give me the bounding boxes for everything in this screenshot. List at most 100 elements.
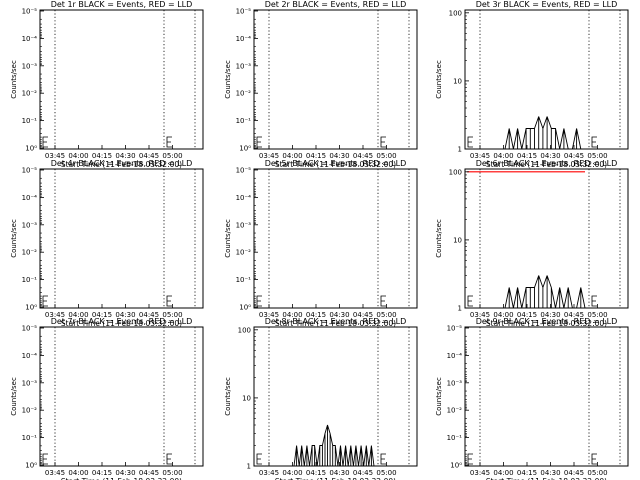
x-axis-label: Start Time (11-Feb-18 03:32:00) (275, 319, 396, 328)
x-axis-label: Start Time (11-Feb-18 03:32:00) (61, 477, 182, 480)
y-tick-label: 10⁰ (450, 462, 462, 470)
x-tick-label: 04:45 (139, 469, 159, 477)
x-tick-label: 05:00 (587, 152, 607, 160)
y-tick-label: 10⁻⁴ (22, 35, 38, 43)
plot-frame (253, 9, 418, 150)
series-line-1 (504, 275, 586, 309)
x-tick-label: 03:45 (45, 469, 65, 477)
x-tick-label: 04:30 (329, 311, 349, 319)
y-tick-label: 10⁻¹ (447, 434, 463, 442)
error-marker (380, 453, 386, 465)
y-tick-label: 10⁻⁴ (22, 352, 38, 360)
error-marker (166, 453, 172, 465)
y-axis-label: Counts/sec (435, 377, 443, 416)
plot-frame (464, 9, 629, 150)
error-marker (380, 136, 386, 148)
y-axis-label: Counts/sec (10, 60, 18, 99)
y-axis-label: Counts/sec (435, 60, 443, 99)
x-tick-label: 03:45 (259, 469, 279, 477)
x-tick-label: 05:00 (376, 469, 396, 477)
x-tick-label: 05:00 (587, 469, 607, 477)
y-tick-label: 10⁻² (447, 407, 463, 415)
y-axis-label: Counts/sec (224, 60, 232, 99)
plot-frame (39, 9, 204, 150)
chart-title: Det 5r BLACK = Events, RED = LLD (265, 159, 407, 168)
y-tick-label: 1 (458, 305, 462, 313)
chart-title: Det 2r BLACK = Events, RED = LLD (265, 0, 407, 9)
y-axis-label: Counts/sec (10, 219, 18, 258)
plot-frame (464, 326, 629, 467)
y-tick-label: 10⁻³ (236, 221, 252, 229)
x-tick-label: 04:15 (517, 152, 537, 160)
x-axis-label: Start Time (11-Feb-18 03:32:00) (275, 160, 396, 169)
y-axis-label: Counts/sec (435, 219, 443, 258)
y-tick-label: 1 (247, 463, 251, 471)
x-tick-label: 04:00 (282, 152, 302, 160)
x-tick-label: 04:00 (68, 469, 88, 477)
x-tick-label: 05:00 (162, 311, 182, 319)
x-tick-label: 04:45 (139, 311, 159, 319)
x-tick-label: 05:00 (587, 311, 607, 319)
x-axis-label: Start Time (11-Feb-18 03:32:00) (275, 477, 396, 480)
y-tick-label: 10 (242, 394, 251, 402)
chart-title: Det 7r BLACK = Events, RED = LLD (51, 317, 193, 326)
y-axis-label: Counts/sec (224, 219, 232, 258)
x-tick-label: 04:30 (329, 152, 349, 160)
y-tick-label: 10⁰ (239, 145, 251, 153)
y-tick-label: 10 (453, 77, 462, 85)
error-marker (42, 136, 48, 148)
y-tick-label: 10⁻¹ (22, 117, 38, 125)
error-marker (256, 136, 262, 148)
y-tick-label: 10⁻⁴ (236, 194, 252, 202)
y-tick-label: 10⁻⁴ (447, 352, 463, 360)
x-tick-label: 04:15 (306, 311, 326, 319)
chart-title: Det 8r BLACK = Events, RED = LLD (265, 317, 407, 326)
x-tick-label: 04:45 (564, 152, 584, 160)
error-marker (42, 453, 48, 465)
x-tick-label: 05:00 (376, 152, 396, 160)
x-tick-label: 05:00 (162, 469, 182, 477)
x-tick-label: 03:45 (259, 152, 279, 160)
chart-title: Det 6r BLACK = Events, RED = LLD (476, 159, 618, 168)
x-tick-label: 04:45 (353, 469, 373, 477)
x-axis-label: Start Time (11-Feb-18 03:32:00) (486, 160, 607, 169)
y-tick-label: 10⁻⁵ (22, 8, 38, 16)
x-tick-label: 04:45 (353, 152, 373, 160)
y-tick-label: 10⁻³ (22, 62, 38, 70)
chart-title: Det 1r BLACK = Events, RED = LLD (51, 0, 193, 9)
y-tick-label: 10⁻⁵ (22, 325, 38, 333)
y-tick-label: 10⁰ (25, 145, 37, 153)
x-tick-label: 04:00 (68, 311, 88, 319)
x-tick-label: 04:00 (68, 152, 88, 160)
x-tick-label: 03:45 (45, 311, 65, 319)
x-tick-label: 04:30 (115, 152, 135, 160)
error-marker (467, 453, 473, 465)
series-line-1 (293, 424, 375, 467)
y-tick-label: 10⁻³ (22, 379, 38, 387)
plot-frame (39, 168, 204, 309)
y-tick-label: 10⁻³ (22, 221, 38, 229)
x-tick-label: 04:45 (564, 311, 584, 319)
x-tick-label: 04:00 (493, 469, 513, 477)
error-marker (467, 136, 473, 148)
chart-title: Det 9r BLACK = Events, RED = LLD (476, 317, 618, 326)
y-tick-label: 10⁻² (236, 249, 252, 257)
y-tick-label: 10⁻² (236, 90, 252, 98)
y-tick-label: 10⁻² (22, 90, 38, 98)
y-tick-label: 100 (238, 326, 251, 334)
x-tick-label: 04:30 (115, 311, 135, 319)
chart-title: Det 3r BLACK = Events, RED = LLD (476, 0, 618, 9)
y-tick-label: 10⁻¹ (22, 434, 38, 442)
y-tick-label: 10⁻¹ (236, 276, 252, 284)
x-tick-label: 05:00 (162, 152, 182, 160)
x-tick-label: 04:00 (282, 311, 302, 319)
x-tick-label: 04:00 (282, 469, 302, 477)
y-tick-label: 10⁻³ (236, 62, 252, 70)
